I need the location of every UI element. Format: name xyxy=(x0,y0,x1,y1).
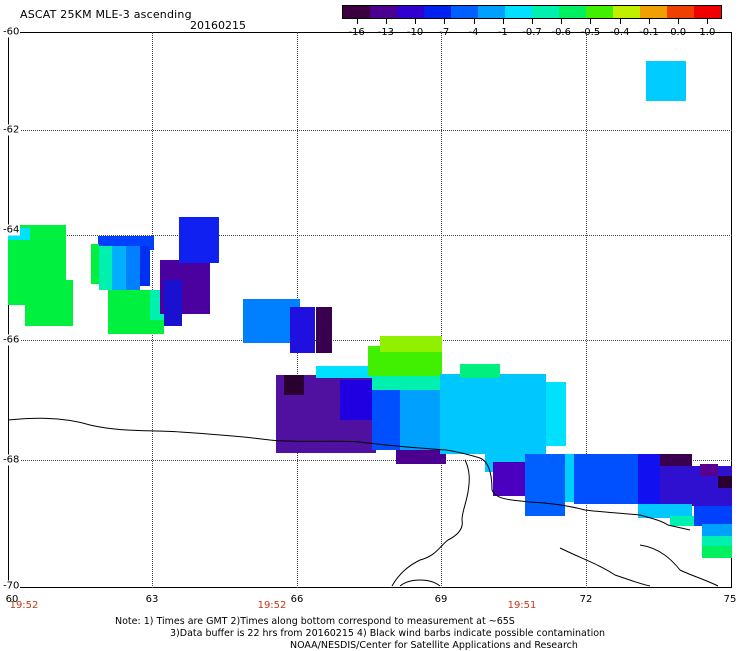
lat-label: -66 xyxy=(2,334,21,346)
lon-label: 69 xyxy=(434,594,448,605)
data-cell xyxy=(140,246,150,286)
data-cell xyxy=(565,454,575,502)
lon-label: 72 xyxy=(579,594,593,605)
colorbar-tick xyxy=(619,19,621,24)
product-date: 20160215 xyxy=(190,19,246,32)
map-frame xyxy=(8,32,732,588)
data-cell xyxy=(179,217,219,263)
data-cell xyxy=(638,504,692,518)
colorbar-tick xyxy=(502,19,504,24)
colorbar-segment xyxy=(694,6,721,18)
gridline-lon-72 xyxy=(586,32,587,588)
colorbar-tick xyxy=(385,19,387,24)
coastline xyxy=(639,544,719,587)
colorbar-segment xyxy=(397,6,424,18)
colorbar-tick xyxy=(561,19,563,24)
time-label: 19:52 xyxy=(257,600,287,611)
data-cell xyxy=(380,336,442,352)
colorbar-segment xyxy=(505,6,532,18)
footnote-line: 3)Data buffer is 22 hrs from 20160215 4)… xyxy=(170,628,606,639)
data-cell xyxy=(718,476,732,488)
colorbar-segment xyxy=(370,6,397,18)
data-cell xyxy=(646,61,686,101)
data-cell xyxy=(290,307,315,353)
coastline xyxy=(391,459,470,587)
time-label: 19:51 xyxy=(507,600,537,611)
lat-label: -60 xyxy=(2,26,21,38)
data-cell xyxy=(670,516,694,526)
colorbar-tick xyxy=(648,19,650,24)
data-cell xyxy=(702,524,732,536)
colorbar-tick xyxy=(356,19,358,24)
colorbar-tick xyxy=(707,19,709,24)
product-title: ASCAT 25KM MLE-3 ascending xyxy=(20,8,192,21)
colorbar-segment xyxy=(559,6,586,18)
data-cell xyxy=(694,506,732,526)
lon-label: 75 xyxy=(723,594,737,605)
colorbar-tick xyxy=(532,19,533,24)
data-cell xyxy=(396,450,446,464)
gridline-lat-62 xyxy=(8,130,732,131)
lat-label: -62 xyxy=(2,124,21,136)
data-cell xyxy=(460,364,500,378)
data-cell xyxy=(316,366,376,378)
data-cell xyxy=(493,462,525,496)
colorbar-segment xyxy=(424,6,451,18)
data-cell xyxy=(525,454,565,516)
lat-label: -70 xyxy=(2,580,21,592)
lon-label: 60 xyxy=(5,594,19,605)
data-cell xyxy=(700,464,718,476)
data-cell xyxy=(284,375,304,395)
colorbar-segment xyxy=(613,6,640,18)
data-cell xyxy=(440,374,546,454)
data-cell xyxy=(372,390,402,450)
gridline-lon-69 xyxy=(441,32,442,588)
footnote-line: Note: 1) Times are GMT 2)Times along bot… xyxy=(115,616,515,627)
colorbar-segment xyxy=(532,6,559,18)
coastline xyxy=(559,547,651,587)
footnote-line: NOAA/NESDIS/Center for Satellite Applica… xyxy=(290,640,578,651)
data-cell xyxy=(99,246,113,290)
data-cell xyxy=(372,376,460,392)
colorbar-segment xyxy=(667,6,694,18)
data-cell xyxy=(702,536,732,546)
coastline xyxy=(399,579,441,587)
colorbar-tick xyxy=(678,19,680,24)
data-cell xyxy=(126,246,140,290)
data-cell xyxy=(112,246,126,290)
colorbar-segment xyxy=(343,6,370,18)
data-cell xyxy=(25,280,73,326)
data-cell xyxy=(316,307,332,353)
lat-label: -68 xyxy=(2,454,21,466)
lon-label: 66 xyxy=(290,594,304,605)
colorbar xyxy=(342,5,722,19)
lon-label: 63 xyxy=(145,594,159,605)
colorbar-segment xyxy=(586,6,613,18)
lat-label: -64 xyxy=(2,224,21,236)
colorbar-tick xyxy=(444,19,446,24)
data-cell xyxy=(164,280,182,326)
colorbar-segment xyxy=(478,6,505,18)
gridline-lat-64 xyxy=(8,235,732,236)
data-cell xyxy=(574,454,638,504)
colorbar-tick xyxy=(590,19,592,24)
time-label: 19:52 xyxy=(9,600,39,611)
data-cell xyxy=(91,244,99,284)
colorbar-tick xyxy=(415,19,417,24)
data-cell xyxy=(546,382,566,446)
data-cell xyxy=(702,546,732,558)
gridline-lat-68 xyxy=(8,460,732,461)
gridline-lat-66 xyxy=(8,340,732,341)
colorbar-segment xyxy=(451,6,478,18)
data-cell xyxy=(638,454,660,512)
coastline xyxy=(7,417,691,531)
colorbar-segment xyxy=(640,6,667,18)
colorbar-tick xyxy=(473,19,475,24)
